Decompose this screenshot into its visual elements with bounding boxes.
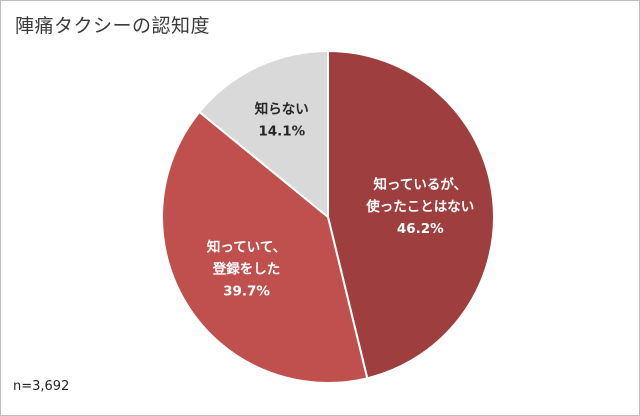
pie-slice-label-2: 知らない 14.1% bbox=[255, 101, 309, 140]
pie-slice-1 bbox=[161, 110, 369, 384]
pie-slice-value: 14.1% bbox=[258, 124, 305, 140]
chart-title: 陣痛タクシーの認知度 bbox=[15, 15, 211, 37]
pie-slice-label-0: 知っているが、使ったことはない 46.2% bbox=[365, 176, 474, 237]
sample-size-note: n=3,692 bbox=[13, 379, 70, 394]
pie-slice-category: 知っていて、 bbox=[207, 238, 286, 255]
pie-slice-value: 46.2% bbox=[397, 221, 444, 237]
pie-slice-category: 知らない bbox=[255, 101, 309, 118]
pie-slice-category: 知っているが、 bbox=[374, 176, 468, 193]
pie-slice-category: 使ったことはない bbox=[365, 198, 474, 215]
pie-slice-2 bbox=[198, 49, 329, 220]
pie-slice-label-1: 知っていて、登録をした 39.7% bbox=[207, 238, 286, 299]
pie-slice-category: 登録をした bbox=[212, 260, 281, 277]
pie-slice-value: 39.7% bbox=[223, 283, 270, 299]
pie-slice-0 bbox=[327, 49, 495, 380]
